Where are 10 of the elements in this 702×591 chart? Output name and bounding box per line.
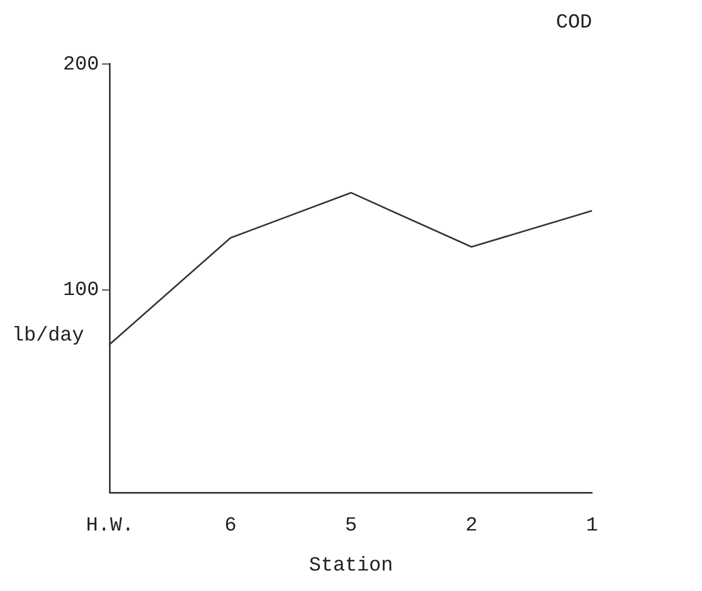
x-tick-label: 2	[465, 514, 478, 538]
y-tick-label: 100	[62, 279, 100, 302]
x-tick-label: 6	[224, 514, 237, 538]
y-axis-title: lb/day	[12, 324, 84, 348]
chart-title: COD	[556, 11, 592, 34]
y-tick-label: 200	[62, 53, 100, 76]
x-tick-label: 5	[344, 514, 358, 538]
x-tick-label: H.W.	[86, 514, 134, 538]
x-tick-label: 1	[586, 514, 598, 538]
x-axis-title: Station	[308, 554, 394, 578]
